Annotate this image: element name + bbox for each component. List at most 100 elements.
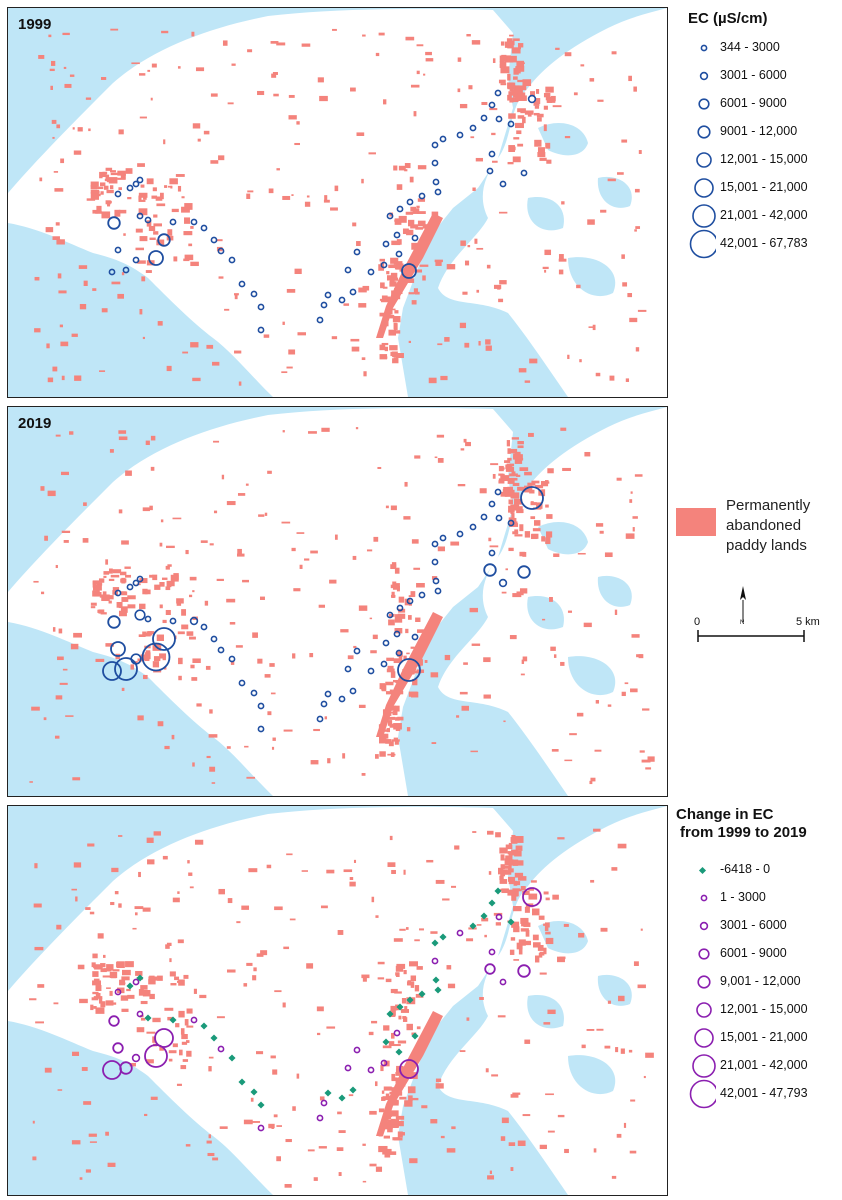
water-inlet (568, 1055, 616, 1095)
sample-point (107, 615, 121, 629)
legend-label: 21,001 - 42,000 (720, 1058, 808, 1072)
sample-point (130, 653, 142, 665)
sample-point (507, 120, 515, 128)
sample-point (382, 639, 390, 647)
sample-point (499, 180, 507, 188)
scale-bar (697, 586, 805, 642)
sample-point (494, 488, 502, 496)
sample-point (228, 655, 236, 663)
sample-point (469, 124, 477, 132)
sample-point (190, 218, 198, 226)
sample-point (432, 178, 440, 186)
sample-point (498, 578, 508, 588)
water-inlet (458, 704, 507, 744)
sample-point (393, 231, 401, 239)
abandoned-paddy-patches (29, 427, 655, 785)
legend-row: 42,001 - 47,793 (676, 1079, 836, 1109)
legend-row: -6418 - 0 (676, 858, 836, 882)
legend-symbol (697, 975, 711, 989)
sample-point (396, 604, 404, 612)
sample-point (169, 218, 177, 226)
abandoned-paddy-swatch (676, 508, 716, 536)
legend-symbol (689, 1079, 716, 1109)
legend-row: 42,001 - 67,783 (676, 229, 836, 259)
sample-point (338, 296, 346, 304)
sample-point (494, 89, 502, 97)
sample-point-decrease (406, 996, 414, 1004)
water-inlet (538, 123, 588, 156)
sample-point (119, 1061, 133, 1075)
sample-point (238, 679, 246, 687)
sample-point (396, 205, 404, 213)
sample-point (238, 280, 246, 288)
sample-point (406, 198, 414, 206)
legend-row: 12,001 - 15,000 (676, 998, 836, 1022)
legend-change-title-1: Change in EC (676, 806, 774, 823)
sample-point (411, 633, 419, 641)
legend-symbol (692, 204, 716, 228)
water-inlet (527, 197, 564, 231)
legend-label: -6418 - 0 (720, 862, 771, 876)
sample-point-decrease (169, 1016, 177, 1024)
sample-point (200, 623, 208, 631)
sample-point-decrease (418, 990, 426, 998)
sample-point (102, 1060, 122, 1080)
sample-point-decrease (431, 939, 439, 947)
sample-point (488, 948, 496, 956)
sample-point (495, 115, 503, 123)
legend-row: 1 - 3000 (676, 886, 836, 910)
sample-point (386, 212, 394, 220)
abandoned-paddy-label: Permanently abandoned paddy lands (726, 497, 811, 554)
sample-point (132, 978, 140, 986)
sample-point (488, 150, 496, 158)
sample-point (217, 1045, 225, 1053)
sample-point (122, 266, 130, 274)
sample-point (395, 250, 403, 258)
legend-row: 6001 - 9000 (676, 92, 836, 116)
sample-point (399, 1059, 419, 1079)
legend-change: Change in EC from 1999 to 2019 -6418 - 0… (676, 806, 838, 1136)
legend-row: 9001 - 12,000 (676, 120, 836, 144)
legend-symbol (692, 1054, 716, 1078)
sample-point (495, 913, 503, 921)
sample-point (431, 558, 439, 566)
sample-point (190, 1016, 198, 1024)
sample-point (499, 978, 507, 986)
north-letter: N (740, 620, 745, 626)
sample-point (418, 591, 426, 599)
sample-point (131, 1053, 141, 1063)
sample-point (316, 1114, 324, 1122)
water-inlet (597, 176, 632, 208)
sample-point (148, 250, 164, 266)
sample-point (527, 94, 537, 104)
sample-point (169, 617, 177, 625)
sample-point (108, 1015, 120, 1027)
sample-point (434, 587, 442, 595)
legend-symbol (700, 894, 708, 902)
sample-point (395, 649, 403, 657)
sample-point-decrease (396, 1003, 404, 1011)
legend-label: 9,001 - 12,000 (720, 974, 801, 988)
sample-point (406, 597, 414, 605)
abandoned-belt (376, 1011, 443, 1136)
legend-ec: EC (µS/cm) 344 - 3000 3001 - 6000 6001 - 9… (676, 10, 838, 270)
sample-point (432, 577, 440, 585)
sample-point (418, 192, 426, 200)
legend-symbol (696, 1002, 712, 1018)
legend-row: 344 - 3000 (676, 36, 836, 60)
sample-point (367, 1066, 375, 1074)
legend-symbol (697, 125, 711, 139)
sample-point (126, 583, 134, 591)
sample-point (154, 1028, 174, 1048)
water-inlet (538, 921, 588, 954)
map-1999 (8, 8, 667, 397)
sample-point (401, 263, 417, 279)
abandoned-belt (376, 612, 443, 737)
sample-point (393, 630, 401, 638)
sample-point (257, 326, 265, 334)
sample-point (353, 248, 361, 256)
legend-row: 21,001 - 42,000 (676, 204, 836, 228)
legend-label: 15,001 - 21,000 (720, 1030, 808, 1044)
sample-point (349, 288, 357, 296)
legend-row: 15,001 - 21,000 (676, 176, 836, 200)
